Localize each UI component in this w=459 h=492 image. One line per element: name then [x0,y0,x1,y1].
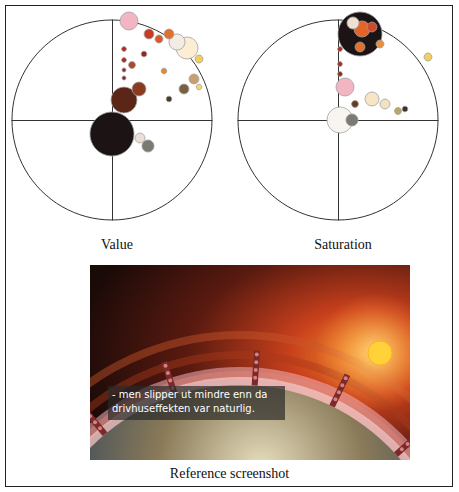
svg-text:- men slipper ut mindre enn da: - men slipper ut mindre enn da [112,389,267,400]
svg-text:Value: Value [101,237,133,252]
html-text:Reference screenshot: Reference screenshot [169,466,290,481]
svg-text:drivhuseffekten var naturlig.: drivhuseffekten var naturlig. [112,403,255,414]
svg-text:Saturation: Saturation [314,237,372,252]
